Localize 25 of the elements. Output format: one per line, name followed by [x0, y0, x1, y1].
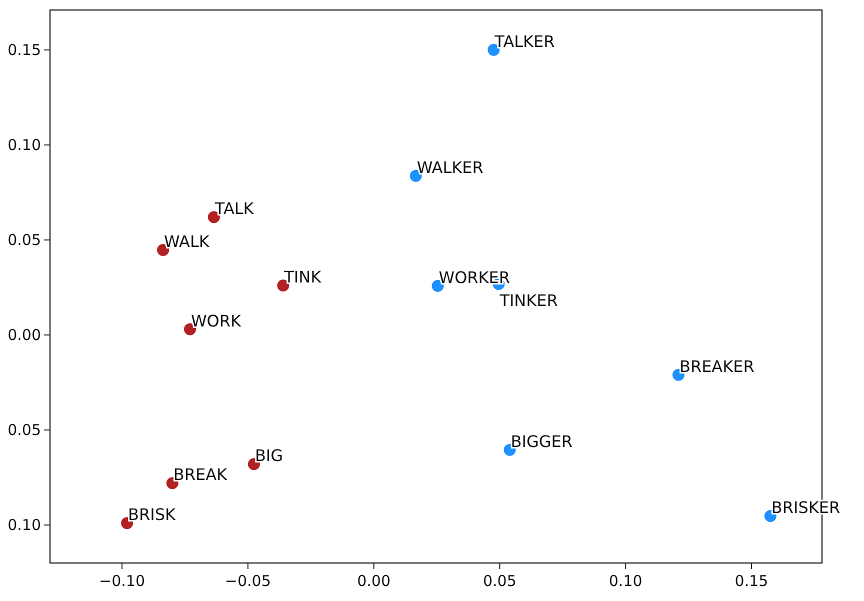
x-tick-label: 0.05: [483, 572, 516, 590]
y-tick-label: 0.00: [8, 326, 41, 344]
annotation: TINK: [283, 268, 322, 287]
annotation: BIG: [254, 446, 284, 466]
annotation: TALK: [214, 199, 254, 218]
annotation: TALKER: [494, 32, 555, 51]
y-tick-label: 0.05: [8, 421, 41, 440]
annotation: WALK: [164, 232, 210, 252]
annotation: BRISK: [128, 505, 176, 524]
y-tick-label: 0.05: [8, 231, 41, 250]
annotation: WALKER: [416, 158, 484, 177]
y-tick-label: 0.10: [8, 516, 41, 534]
y-tick-label: 0.15: [8, 41, 41, 60]
annotation: BIGGER: [510, 432, 572, 451]
annotation: WORKER: [438, 268, 510, 287]
y-tick-label: 0.10: [8, 136, 41, 154]
annotation: WORK: [190, 311, 242, 330]
x-tick-label: 0.15: [734, 572, 768, 590]
x-tick-label: 0.10: [608, 572, 642, 590]
x-tick-label: −0.05: [224, 572, 271, 590]
annotation: TINKER: [498, 291, 558, 310]
annotation: BREAKER: [679, 356, 754, 376]
annotation: BREAK: [173, 465, 228, 484]
x-tick-label: −0.10: [99, 572, 145, 590]
x-tick-label: 0.00: [357, 572, 391, 590]
